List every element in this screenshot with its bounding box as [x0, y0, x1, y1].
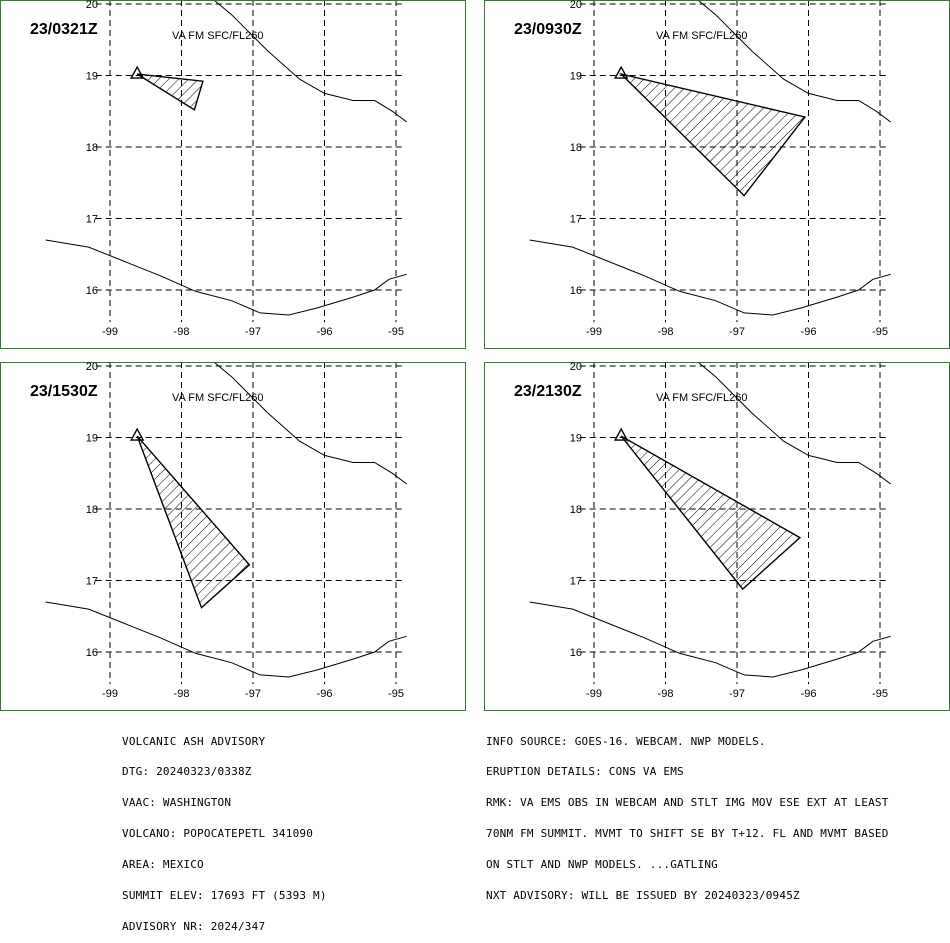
longitude-tick-label: -99 [586, 326, 602, 338]
advisory-line: ADVISORY NR: 2024/347 [122, 919, 266, 933]
longitude-tick-label: -97 [729, 688, 745, 700]
gulf-coastline [697, 362, 891, 485]
forecast-panel: -99 -98 -97 -96 -95 20 19 18 17 16 23/0321Z VA FM S… [0, 0, 466, 349]
latitude-tick-label: 19 [570, 433, 582, 445]
advisory-line: NXT ADVISORY: WILL BE ISSUED BY 20240323… [486, 889, 800, 903]
panel-content [45, 0, 407, 323]
latitude-tick-label: 19 [570, 71, 582, 83]
latitude-tick-label: 18 [570, 142, 582, 154]
advisory-line: RMK: VA EMS OBS IN WEBCAM AND STLT IMG M… [486, 796, 889, 810]
longitude-tick-label: -98 [174, 326, 190, 338]
latitude-tick-label: 17 [86, 214, 98, 226]
gulf-coastline [697, 0, 891, 123]
latitude-tick-label: 19 [86, 433, 98, 445]
ash-cloud-polygon [136, 435, 251, 609]
panel-content [45, 362, 407, 685]
longitude-tick-label: -99 [102, 688, 118, 700]
longitude-tick-label: -95 [388, 326, 404, 338]
panel-content [529, 0, 891, 323]
advisory-line: AREA: MEXICO [122, 858, 204, 872]
advisory-line: VOLCANO: POPOCATEPETL 341090 [122, 827, 314, 841]
longitude-tick-label: -97 [245, 326, 261, 338]
latitude-tick-label: 20 [86, 361, 98, 373]
forecast-time-label: 23/0321Z [30, 21, 98, 38]
volcano-triangle-icon [613, 427, 629, 441]
longitude-tick-label: -99 [102, 326, 118, 338]
volcano-triangle-icon [129, 65, 145, 79]
flight-level-label: VA FM SFC/FL260 [656, 30, 748, 42]
latitude-tick-label: 17 [570, 576, 582, 588]
advisory-line: 70NM FM SUMMIT. MVMT TO SHIFT SE BY T+12… [486, 827, 889, 841]
latitude-tick-label: 20 [570, 0, 582, 11]
longitude-tick-label: -97 [245, 688, 261, 700]
panel-frame [0, 0, 466, 349]
panel-content [529, 362, 891, 685]
ash-cloud-polygon [620, 435, 802, 591]
flight-level-label: VA FM SFC/FL260 [172, 30, 264, 42]
gulf-coastline [213, 362, 407, 485]
latitude-tick-label: 19 [86, 71, 98, 83]
latitude-tick-label: 16 [570, 647, 582, 659]
latitude-tick-label: 18 [86, 504, 98, 516]
latitude-tick-label: 20 [570, 361, 582, 373]
advisory-details-block: INFO SOURCE: GOES-16. WEBCAM. NWP MODELS… [486, 716, 889, 912]
advisory-header-block: VOLCANIC ASH ADVISORY DTG: 20240323/0338… [122, 716, 327, 943]
longitude-tick-label: -99 [586, 688, 602, 700]
longitude-tick-label: -95 [388, 688, 404, 700]
latitude-tick-label: 16 [86, 285, 98, 297]
flight-level-label: VA FM SFC/FL260 [172, 392, 264, 404]
advisory-line: ON STLT AND NWP MODELS. ...GATLING [486, 858, 718, 872]
pacific-coastline [45, 239, 407, 316]
latitude-tick-label: 16 [570, 285, 582, 297]
longitude-tick-label: -96 [801, 326, 817, 338]
latitude-tick-label: 16 [86, 647, 98, 659]
pacific-coastline [529, 601, 891, 678]
volcano-triangle-icon [129, 427, 145, 441]
advisory-line: VAAC: WASHINGTON [122, 796, 232, 810]
latitude-tick-label: 18 [570, 504, 582, 516]
gulf-coastline [213, 0, 407, 123]
forecast-time-label: 23/1530Z [30, 383, 98, 400]
longitude-tick-label: -98 [658, 326, 674, 338]
forecast-time-label: 23/0930Z [514, 21, 582, 38]
longitude-tick-label: -98 [658, 688, 674, 700]
forecast-panel: -99 -98 -97 -96 -95 20 19 18 17 16 23/1530Z VA FM S… [0, 361, 466, 711]
longitude-tick-label: -98 [174, 688, 190, 700]
ash-cloud-polygon [618, 72, 807, 197]
latitude-tick-label: 18 [86, 142, 98, 154]
advisory-line: VOLCANIC ASH ADVISORY [122, 734, 266, 748]
advisory-line: SUMMIT ELEV: 17693 FT (5393 M) [122, 889, 327, 903]
forecast-panel: -99 -98 -97 -96 -95 20 19 18 17 16 23/2130Z VA FM S… [484, 361, 950, 711]
volcano-triangle-icon [613, 65, 629, 79]
latitude-tick-label: 17 [86, 576, 98, 588]
longitude-tick-label: -97 [729, 326, 745, 338]
advisory-line: ERUPTION DETAILS: CONS VA EMS [486, 765, 684, 779]
latitude-tick-label: 17 [570, 214, 582, 226]
forecast-time-label: 23/2130Z [514, 383, 582, 400]
forecast-panel: -99 -98 -97 -96 -95 20 19 18 17 16 23/0930Z VA FM S… [484, 0, 950, 349]
pacific-coastline [529, 239, 891, 316]
forecast-map-grid: -99 -98 -97 -96 -95 20 19 18 17 16 23/0321Z VA FM S… [0, 0, 950, 711]
advisory-line: DTG: 20240323/0338Z [122, 765, 252, 779]
longitude-tick-label: -96 [317, 326, 333, 338]
ash-cloud-polygon [136, 73, 204, 111]
latitude-tick-label: 20 [86, 0, 98, 11]
longitude-tick-label: -96 [801, 688, 817, 700]
longitude-tick-label: -96 [317, 688, 333, 700]
advisory-line: INFO SOURCE: GOES-16. WEBCAM. NWP MODELS… [486, 734, 766, 748]
pacific-coastline [45, 601, 407, 678]
longitude-tick-label: -95 [872, 688, 888, 700]
panel-frame [0, 362, 466, 711]
longitude-tick-label: -95 [872, 326, 888, 338]
flight-level-label: VA FM SFC/FL260 [656, 392, 748, 404]
